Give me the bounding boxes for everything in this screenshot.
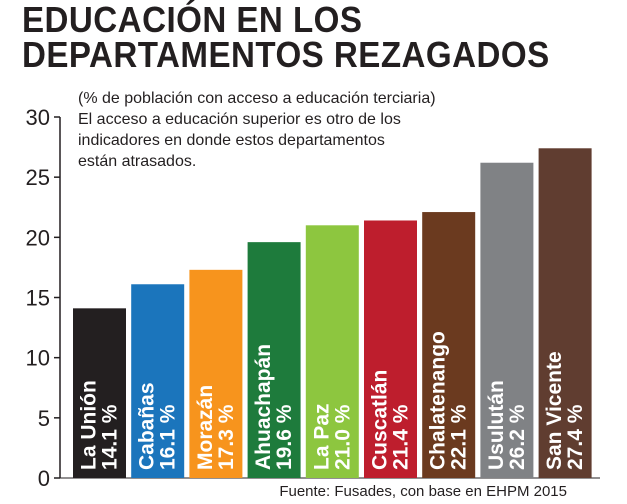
bar-value-label: 26.2 % [506,404,529,470]
y-tick-label: 10 [26,346,50,371]
bar-category-label: Cuscatlán [369,370,392,470]
bar-category-label: Chalatenango [427,331,450,470]
bar-value-label: 19.6 % [273,404,296,470]
bar-value-label: 14.1 % [99,404,122,470]
chart-subtitle: (% de población con acceso a educación t… [78,88,508,172]
bar-value-label: 16.1 % [157,404,180,470]
bar [131,284,185,478]
y-axis: 0 5 10 15 20 25 30 [26,105,600,491]
bar-label: Chalatenango22.1 % [427,331,471,470]
chart-title: EDUCACIÓN EN LOS DEPARTAMENTOS REZAGADOS [22,0,574,75]
subtitle-line-2: El acceso a educación superior es otro d… [78,111,401,128]
y-tick-label: 0 [38,466,50,491]
title-line-2: DEPARTAMENTOS REZAGADOS [22,34,550,75]
bar-label: Usulután26.2 % [485,380,529,470]
bar-value-label: 17.3 % [215,404,238,470]
y-tick-label: 5 [38,406,50,431]
bar-category-label: Ahuachapán [252,344,275,470]
y-tick-label: 15 [26,286,50,311]
bar [364,220,417,478]
bar [305,225,359,478]
bar-category-label: San Vicente [543,351,566,470]
subtitle-line-4: están atrasados. [78,153,197,170]
bar-label: La Unión14.1 % [78,380,122,470]
bar-label: La Paz21.0 % [310,403,354,470]
bar-label: Cuscatlán21.4 % [369,370,413,470]
bar-label: Ahuachapán19.6 % [252,344,296,470]
bar-label: San Vicente27.4 % [543,351,587,470]
bar-value-label: 27.4 % [564,404,587,470]
title-line-1: EDUCACIÓN EN LOS [22,0,363,40]
bar-category-label: Morazán [194,385,217,470]
bar-category-label: La Unión [78,380,101,470]
bar-label: Cabañas16.1 % [136,382,180,470]
source-note: Fuente: Fusades, con base en EHPM 2015 [279,483,567,500]
bar-value-label: 21.0 % [331,404,354,470]
y-tick-label: 30 [26,105,50,130]
bar [247,242,301,478]
bar-category-label: Usulután [485,380,508,470]
bar-label: Morazán17.3 % [194,385,238,470]
bars: La Unión14.1 % Cabañas16.1 % Morazán17.3 %… [73,148,592,478]
subtitle-line-1: (% de población con acceso a educación t… [78,90,436,107]
y-tick-label: 20 [26,225,50,250]
bar [538,148,592,478]
bar-category-label: Cabañas [136,382,159,470]
bar-value-label: 21.4 % [390,404,413,470]
subtitle-line-3: indicadores en donde estos departamentos [78,132,385,149]
bar [422,212,476,478]
bar [480,162,534,478]
bar [73,308,126,478]
y-tick-label: 25 [26,165,50,190]
bar-value-label: 22.1 % [448,404,471,470]
bar-category-label: La Paz [310,403,333,470]
bar [189,269,243,478]
